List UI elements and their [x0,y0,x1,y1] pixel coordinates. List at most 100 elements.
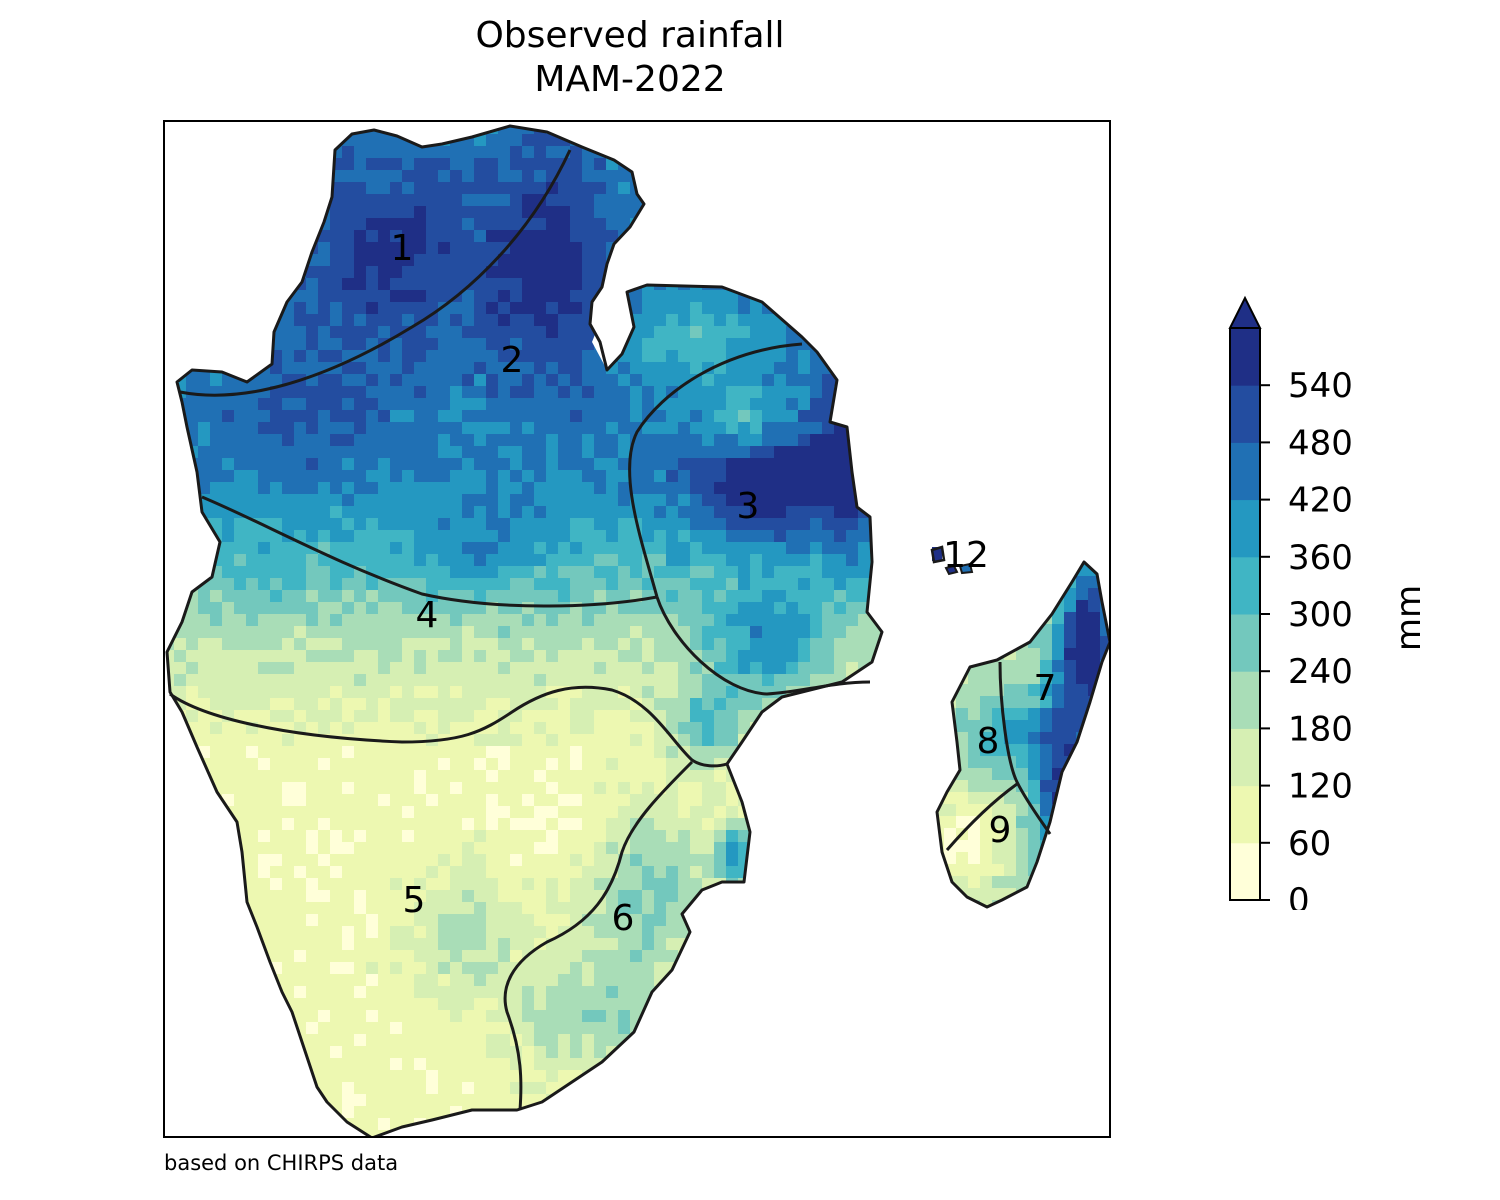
rain-cell [726,566,739,579]
rain-cell [330,890,343,903]
rain-cell [354,254,367,267]
rain-cell [594,974,607,987]
rain-cell [750,326,763,339]
rain-cell [522,254,535,267]
rain-cell [834,590,847,603]
rain-cell [318,422,331,435]
rain-cell [558,182,571,195]
rain-cell [318,518,331,531]
rain-cell [702,530,715,543]
rain-cell [582,926,595,939]
rain-cell [618,182,631,195]
rain-cell [522,374,535,387]
map-title: Observed rainfall [475,15,785,56]
rain-cell [198,674,211,687]
rain-cell [558,530,571,543]
rain-cell [402,242,415,255]
rain-cell [426,626,439,639]
rain-cell [690,506,703,519]
rain-cell [594,722,607,735]
rain-cell [582,578,595,591]
rain-cell [606,1022,619,1035]
rain-cell [822,458,835,471]
rain-cell [786,446,799,459]
rain-cell [402,674,415,687]
rain-cell [534,278,547,291]
rain-cell [510,878,523,891]
rain-cell [642,950,655,963]
rain-cell [558,1022,571,1035]
rain-cell [354,158,367,171]
rain-cell [678,398,691,411]
rain-cell [486,530,499,543]
rain-cell [546,434,559,447]
rain-cell [522,758,535,771]
rain-cell [606,830,619,843]
rain-cell [582,446,595,459]
rain-cell [234,710,247,723]
rain-cell [822,506,835,519]
rain-cell [546,842,559,855]
rain-cell [450,362,463,375]
rain-cell [402,506,415,519]
rain-cell [354,746,367,759]
rain-cell [534,290,547,303]
rain-cell [534,302,547,315]
rain-cell [510,398,523,411]
rain-cell [510,254,523,267]
rain-cell [234,542,247,555]
rain-cell [594,446,607,459]
rain-cell [186,410,199,423]
rain-cell [714,410,727,423]
rain-cell [546,218,559,231]
rain-cell [498,890,511,903]
rain-cell [666,662,679,675]
rain-cell [690,338,703,351]
rain-cell [738,434,751,447]
rain-cell [306,290,319,303]
rain-cell [318,434,331,447]
rain-cell [378,878,391,891]
rain-cell [762,482,775,495]
rain-cell [534,710,547,723]
rain-cell [354,398,367,411]
rain-cell [762,458,775,471]
rain-cell [534,650,547,663]
rain-cell [354,494,367,507]
rain-cell [678,338,691,351]
rain-cell [702,302,715,315]
rain-cell [510,146,523,159]
rain-cell [570,422,583,435]
rain-cell [534,338,547,351]
rain-cell [450,878,463,891]
rain-cell [258,710,271,723]
rain-cell [678,578,691,591]
rain-cell [786,590,799,603]
rain-cell [390,254,403,267]
rain-cell [582,1034,595,1047]
rain-cell [810,614,823,627]
rain-cell [258,602,271,615]
rain-cell [402,662,415,675]
rain-cell [450,722,463,735]
rain-cell [570,794,583,807]
rain-cell [582,878,595,891]
rain-cell [462,926,475,939]
rain-cell [426,830,439,843]
rain-cell [462,974,475,987]
rain-cell [318,578,331,591]
rain-cell [378,962,391,975]
rain-cell [606,206,619,219]
rain-cell [546,362,559,375]
rain-cell [354,770,367,783]
rain-cell [414,890,427,903]
rain-cell [294,698,307,711]
rain-cell [426,902,439,915]
rain-cell [582,290,595,303]
rain-cell [510,794,523,807]
rain-cell [462,818,475,831]
rain-cell [342,674,355,687]
rain-cell [570,542,583,555]
rain-cell [762,542,775,555]
rain-cell [270,710,283,723]
